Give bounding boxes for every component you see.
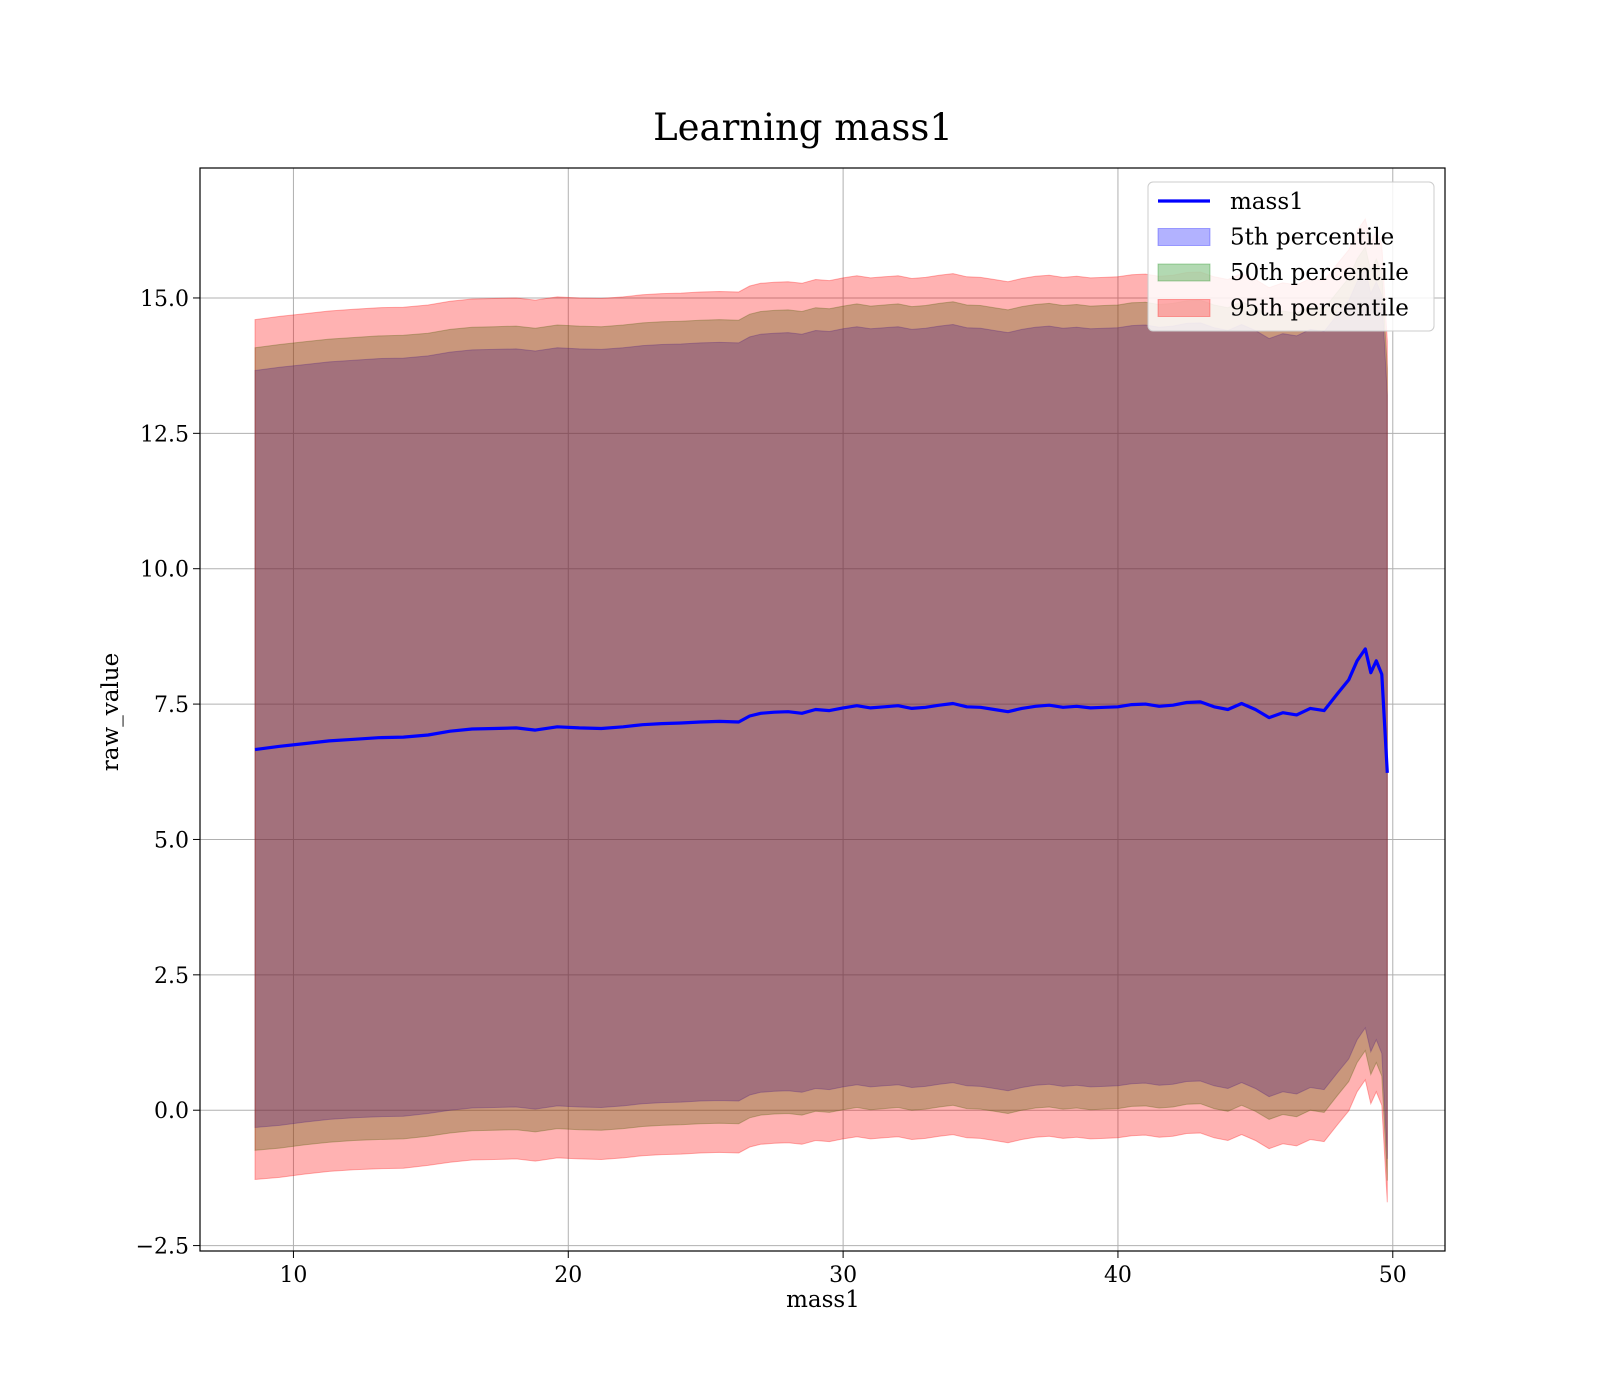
legend-box [1147,181,1435,332]
y-tick-label: 10.0 [140,558,189,583]
plot-frame [199,167,1446,1252]
grid [200,168,1445,1251]
series-lines [254,647,1389,773]
legend-label: mass1 [1230,189,1304,215]
plot-area [199,167,1446,1252]
chart-title: Learning mass1 [653,106,953,149]
band-5th-percentile [254,268,1388,1159]
y-tick-label: 5.0 [154,828,189,853]
y-tick-label: 7.5 [154,693,189,718]
x-tick-label: 10 [279,1263,307,1288]
x-tick-label: 20 [554,1263,582,1288]
legend-swatch-band [1157,228,1211,246]
x-tick-label: 40 [1104,1263,1132,1288]
legend-swatch-band [1157,263,1211,282]
legend-label: 95th percentile [1230,296,1409,322]
x-axis-label: mass1 [786,1287,860,1313]
legend-swatch-band [1157,299,1211,317]
line-mass1 [254,647,1389,773]
y-axis: −2.5 0.0 2.5 5.0 7.5 10.0 12.5 15.0 [136,287,200,1260]
legend-label: 5th percentile [1230,225,1394,251]
x-axis: 10 20 30 40 50 [279,1251,1407,1288]
band-50th-percentile [254,245,1388,1181]
y-tick-label: 15.0 [140,287,189,312]
x-tick-label: 30 [829,1263,857,1288]
legend: mass1 5th percentile 50th percentile 95th p… [1147,181,1435,332]
y-tick-label: 12.5 [140,422,189,447]
x-tick-label: 50 [1379,1263,1407,1288]
y-tick-label: −2.5 [136,1235,189,1260]
y-tick-label: 0.0 [154,1099,189,1124]
y-tick-label: 2.5 [154,964,189,989]
y-axis-label: raw_value [98,653,124,771]
legend-label: 50th percentile [1230,260,1409,286]
